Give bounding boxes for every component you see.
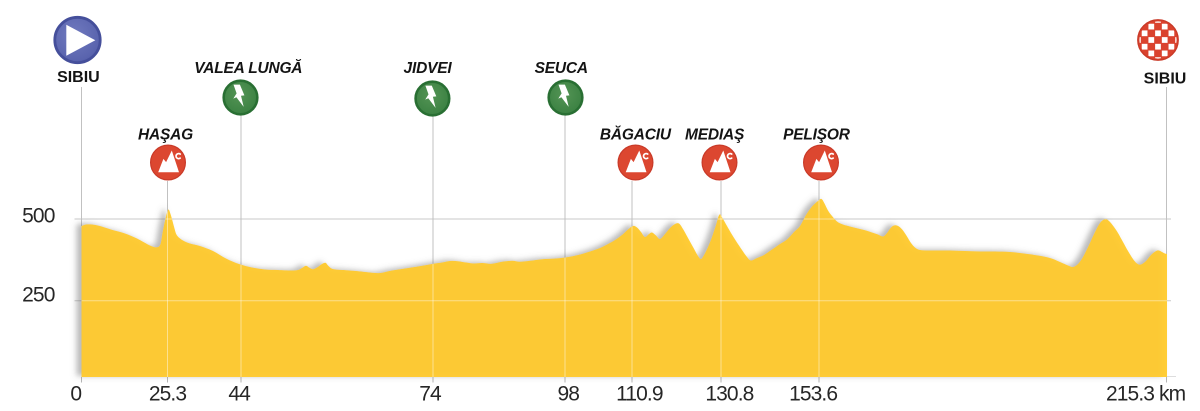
svg-text:SIBIU: SIBIU xyxy=(1144,71,1187,88)
svg-text:SIBIU: SIBIU xyxy=(57,69,100,86)
svg-text:98: 98 xyxy=(558,383,580,406)
svg-text:BĂGACIU: BĂGACIU xyxy=(600,127,672,144)
svg-text:MEDIAŞ: MEDIAŞ xyxy=(685,127,745,144)
svg-text:500: 500 xyxy=(22,204,55,227)
svg-text:153.6: 153.6 xyxy=(789,383,837,406)
svg-text:250: 250 xyxy=(22,284,55,307)
svg-text:HAŞAG: HAŞAG xyxy=(138,126,193,143)
svg-text:0: 0 xyxy=(70,383,81,406)
svg-text:PELIŞOR: PELIŞOR xyxy=(783,127,851,144)
svg-text:110.9: 110.9 xyxy=(616,383,663,406)
svg-text:25.3: 25.3 xyxy=(149,383,186,406)
svg-text:130.8: 130.8 xyxy=(705,383,753,406)
svg-text:215.3 km: 215.3 km xyxy=(1106,383,1186,406)
svg-text:44: 44 xyxy=(228,383,251,406)
svg-text:74: 74 xyxy=(419,383,442,406)
svg-text:VALEA LUNGĂ: VALEA LUNGĂ xyxy=(194,60,302,77)
svg-text:JIDVEI: JIDVEI xyxy=(404,60,453,77)
svg-text:SEUCA: SEUCA xyxy=(535,60,588,77)
